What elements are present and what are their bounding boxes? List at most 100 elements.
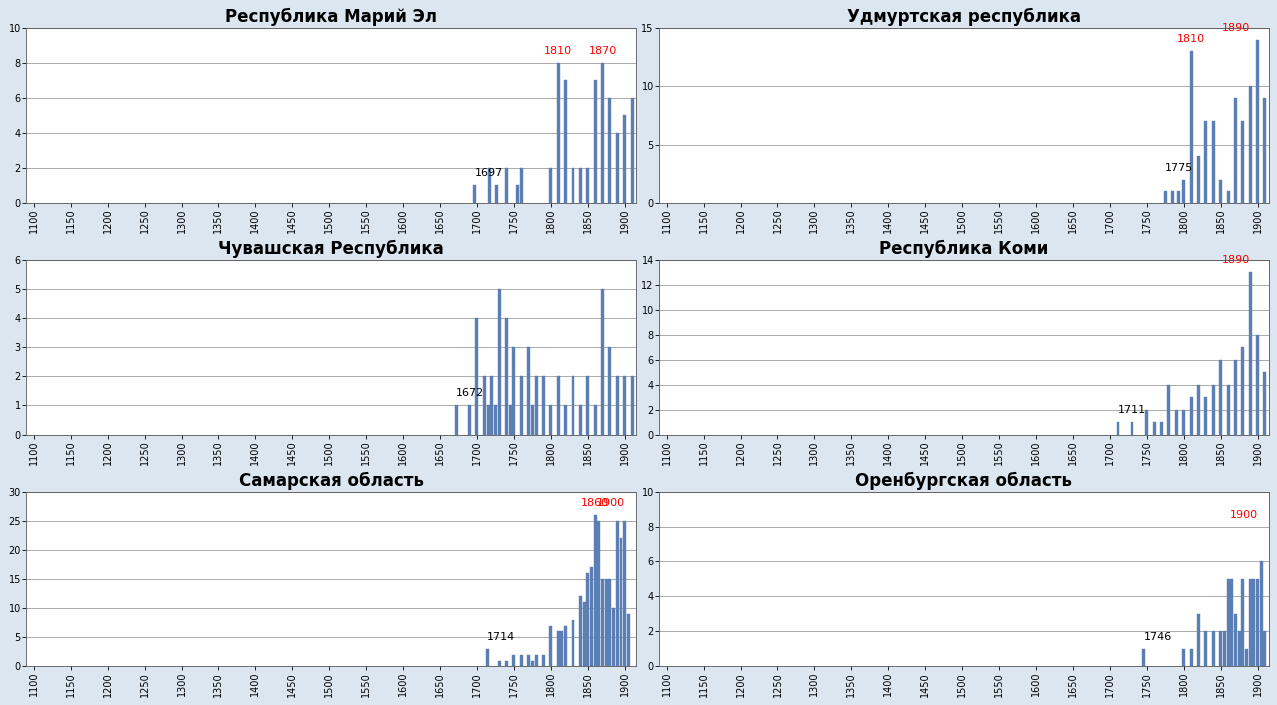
Bar	[1183, 410, 1185, 434]
Bar	[564, 625, 567, 666]
Bar	[1220, 360, 1222, 434]
Bar	[1190, 649, 1193, 666]
Bar	[1145, 410, 1148, 434]
Bar	[590, 568, 593, 666]
Text: 1810: 1810	[1177, 35, 1205, 44]
Bar	[490, 376, 493, 434]
Bar	[1234, 360, 1237, 434]
Bar	[1257, 579, 1259, 666]
Bar	[1171, 191, 1174, 203]
Bar	[1227, 191, 1230, 203]
Bar	[623, 376, 626, 434]
Bar	[508, 405, 512, 434]
Bar	[1175, 410, 1177, 434]
Text: 1890: 1890	[1222, 255, 1250, 265]
Bar	[488, 168, 492, 203]
Bar	[572, 168, 575, 203]
Bar	[535, 655, 538, 666]
Bar	[631, 376, 633, 434]
Bar	[572, 620, 575, 666]
Bar	[586, 376, 589, 434]
Bar	[608, 347, 612, 434]
Bar	[1227, 579, 1230, 666]
Bar	[608, 98, 612, 203]
Text: 1775: 1775	[1165, 163, 1194, 173]
Bar	[512, 655, 516, 666]
Bar	[494, 405, 497, 434]
Bar	[1227, 385, 1230, 434]
Bar	[1190, 51, 1193, 203]
Bar	[474, 185, 476, 203]
Bar	[627, 614, 630, 666]
Bar	[1257, 39, 1259, 203]
Bar	[504, 661, 508, 666]
Bar	[1204, 397, 1207, 434]
Bar	[527, 347, 530, 434]
Bar	[605, 579, 608, 666]
Bar	[1263, 372, 1267, 434]
Bar	[527, 655, 530, 666]
Bar	[1249, 86, 1251, 203]
Bar	[594, 405, 596, 434]
Bar	[485, 649, 489, 666]
Bar	[1197, 385, 1200, 434]
Bar	[1177, 191, 1180, 203]
Bar	[498, 289, 501, 434]
Bar	[616, 133, 619, 203]
Bar	[564, 80, 567, 203]
Bar	[1253, 579, 1255, 666]
Bar	[586, 168, 589, 203]
Bar	[1234, 614, 1237, 666]
Bar	[504, 318, 508, 434]
Bar	[512, 347, 516, 434]
Bar	[1241, 347, 1244, 434]
Text: 1870: 1870	[589, 46, 617, 56]
Bar	[541, 655, 545, 666]
Bar	[495, 185, 498, 203]
Bar	[1260, 561, 1263, 666]
Bar	[598, 521, 600, 666]
Text: 1900: 1900	[596, 498, 624, 508]
Bar	[1183, 649, 1185, 666]
Bar	[1204, 632, 1207, 666]
Bar	[1220, 632, 1222, 666]
Bar	[1234, 98, 1237, 203]
Bar	[594, 80, 596, 203]
Bar	[549, 405, 553, 434]
Title: Самарская область: Самарская область	[239, 472, 424, 490]
Bar	[1212, 632, 1214, 666]
Bar	[1197, 614, 1200, 666]
Bar	[520, 655, 522, 666]
Bar	[578, 596, 582, 666]
Bar	[616, 521, 619, 666]
Bar	[1263, 98, 1267, 203]
Bar	[1116, 422, 1120, 434]
Text: 1672: 1672	[456, 388, 484, 398]
Bar	[520, 376, 522, 434]
Bar	[616, 376, 619, 434]
Bar	[498, 661, 501, 666]
Bar	[487, 405, 489, 434]
Bar	[1241, 121, 1244, 203]
Bar	[1245, 649, 1248, 666]
Bar	[1183, 180, 1185, 203]
Bar	[1212, 385, 1214, 434]
Bar	[531, 405, 534, 434]
Bar	[1237, 632, 1240, 666]
Title: Удмуртская республика: Удмуртская республика	[847, 8, 1080, 27]
Title: Республика Коми: Республика Коми	[880, 240, 1048, 258]
Bar	[1257, 335, 1259, 434]
Bar	[531, 661, 534, 666]
Bar	[1230, 579, 1234, 666]
Bar	[572, 376, 575, 434]
Bar	[1130, 422, 1134, 434]
Bar	[483, 376, 485, 434]
Text: 1860: 1860	[581, 498, 609, 508]
Bar	[1153, 422, 1156, 434]
Title: Оренбургская область: Оренбургская область	[856, 472, 1073, 490]
Bar	[1249, 272, 1251, 434]
Bar	[594, 515, 596, 666]
Bar	[557, 376, 559, 434]
Bar	[520, 168, 522, 203]
Text: 1890: 1890	[1222, 23, 1250, 32]
